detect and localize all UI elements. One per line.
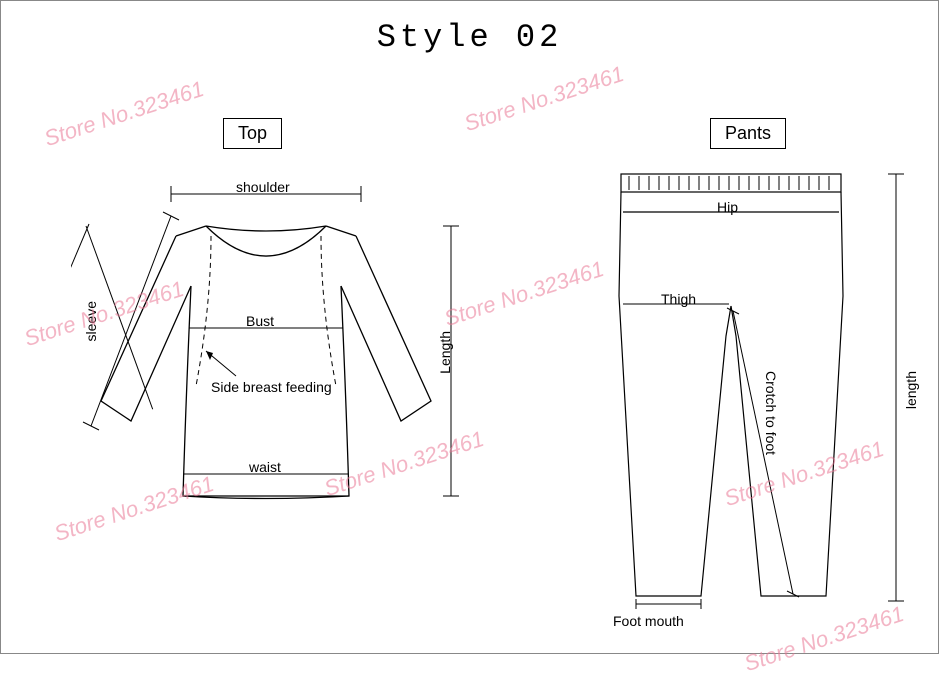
label-length-pants: length bbox=[903, 371, 919, 409]
watermark: Store No.323461 bbox=[461, 61, 627, 137]
page-title: Style 02 bbox=[377, 19, 563, 56]
watermark: Store No.323461 bbox=[41, 76, 207, 152]
label-foot-mouth: Foot mouth bbox=[613, 613, 684, 629]
label-waist: waist bbox=[249, 459, 281, 475]
label-crotch-to-foot: Crotch to foot bbox=[763, 371, 779, 455]
label-shoulder: shoulder bbox=[236, 179, 290, 195]
section-label-top: Top bbox=[223, 118, 282, 149]
label-bust: Bust bbox=[246, 313, 274, 329]
pants-diagram bbox=[561, 156, 921, 636]
label-hip: Hip bbox=[717, 199, 738, 215]
label-sleeve: sleeve bbox=[83, 301, 99, 341]
section-label-pants: Pants bbox=[710, 118, 786, 149]
label-side-feeding: Side breast feeding bbox=[211, 379, 332, 395]
label-thigh: Thigh bbox=[661, 291, 696, 307]
label-length-top: Length bbox=[437, 331, 453, 374]
